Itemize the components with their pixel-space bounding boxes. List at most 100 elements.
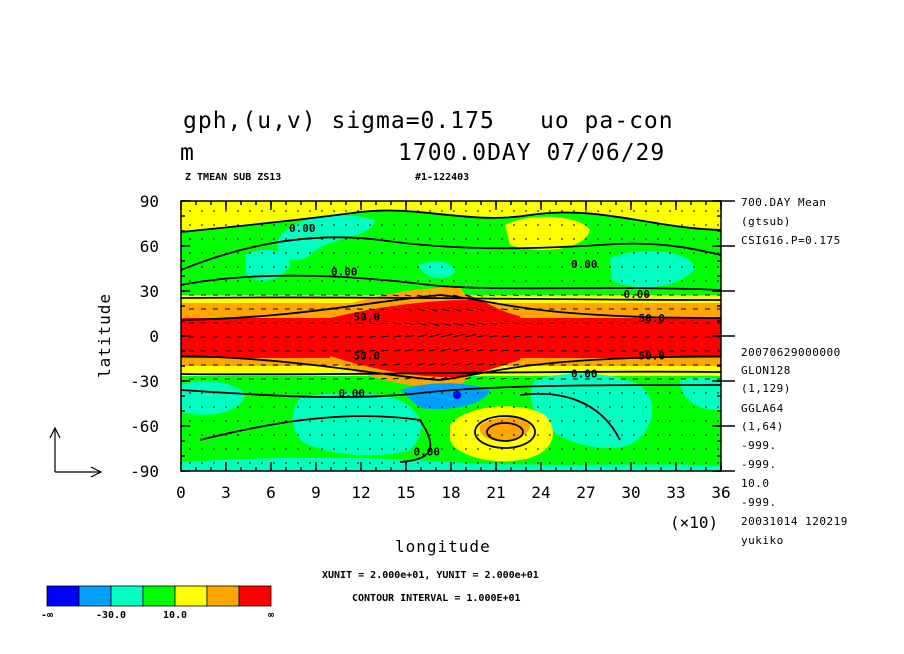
x-tick-label: 24 [531,483,550,502]
wind-vector [488,294,495,297]
side-info-10: 10.0 [741,477,770,490]
wind-vector [488,363,496,366]
wind-vector [488,308,497,311]
wind-vector [428,333,441,338]
x-tick-label: 27 [576,483,595,502]
x-tick-label: 15 [396,483,415,502]
wind-vector [380,363,388,366]
wind-vector [512,349,520,352]
x-multiplier: (×10) [670,513,719,532]
x-axis-label: longitude [395,537,491,556]
wind-vector [440,308,450,312]
colorbar-label: -30.0 [96,610,126,621]
colorbar-swatch [142,585,176,607]
wind-vector [488,377,495,380]
wind-vector [500,335,510,338]
wind-vector [452,348,463,352]
wind-vector [380,377,387,380]
wind-vector [416,362,425,366]
wind-vector [500,308,508,311]
wind-vector [428,348,439,352]
wind-vector [488,335,499,338]
contour-label: 50.0 [639,350,666,363]
units-label: XUNIT = 2.000e+01, YUNIT = 2.000e+01 [322,570,539,581]
wind-vector [440,322,452,326]
wind-vector [428,294,436,297]
x-tick-label: 9 [311,483,321,502]
contour-label: 0.00 [331,266,358,279]
side-info-0: 700.DAY Mean [741,196,827,209]
wind-vector [476,308,485,311]
wind-vector [392,322,401,325]
side-info-7: (1,64) [741,420,784,433]
wind-vector [452,294,460,298]
y-tick-label: -90 [130,462,159,481]
colorbar-label: ∞ [268,610,274,621]
wind-vector [440,348,451,352]
wind-vector [428,308,438,312]
wind-vector [392,294,399,297]
wind-vector [404,348,414,352]
wind-vector [440,294,448,298]
wind-vector [512,335,521,338]
side-info-8: -999. [741,439,777,452]
wind-vector [440,333,453,338]
colorbar-swatch [174,585,208,607]
side-info-11: -999. [741,496,777,509]
y-tick-label: 90 [140,192,159,211]
x-tick-label: 33 [666,483,685,502]
side-info-1: (gtsub) [741,215,791,228]
wind-vector [416,322,427,326]
wind-vector [500,377,507,380]
wind-vector [368,335,377,338]
contour-lines [181,209,721,463]
x-tick-label: 36 [711,483,730,502]
x-tick-label: 12 [351,483,370,502]
contour-label: 0.00 [624,288,651,301]
contour-interval-label: CONTOUR INTERVAL = 1.000E+01 [352,593,521,604]
wind-vector [464,377,472,380]
side-info-6: GGLA64 [741,402,784,415]
axis-ticks [180,200,735,472]
colorbar-swatch [110,585,144,607]
wind-vector [500,294,507,297]
wind-vector [404,377,411,380]
wind-vector [404,363,413,366]
wind-vector [440,376,448,380]
contour-label: 50.0 [639,312,666,325]
wind-vector [500,363,508,366]
wind-vector [404,294,412,297]
colorbar-swatch [238,585,272,607]
wind-vector [416,308,425,312]
title-line1-left: gph,(u,v) sigma=0.175 [183,108,495,134]
wind-vector [464,322,475,326]
side-info-9: -999. [741,458,777,471]
wind-vector [464,334,477,338]
x-tick-label: 18 [441,483,460,502]
wind-vector [380,294,387,297]
wind-vector [392,349,401,352]
wind-vector [500,322,509,325]
colorbar-swatch [78,585,112,607]
colorbar: -∞ -30.0 10.0 ∞ [41,585,274,621]
wind-vector [428,322,439,326]
wind-vector [476,322,487,326]
colorbar-swatch [46,585,80,607]
heatmap-field [181,201,721,471]
contour-label: 0.00 [571,368,598,381]
contour-label: 50.0 [354,311,381,324]
wind-vector [380,349,389,352]
wind-vector [488,349,498,352]
side-info-5: (1,129) [741,382,791,395]
side-info-3: 20070629000000 [741,346,841,359]
y-tick-label: -60 [130,417,159,436]
title-line2-left: m [180,140,195,166]
wind-vector [512,322,520,325]
wind-vector [392,308,400,311]
wind-vector [476,348,486,352]
wind-vector [452,362,461,366]
wind-vector [500,349,509,352]
wind-vector [380,322,389,325]
